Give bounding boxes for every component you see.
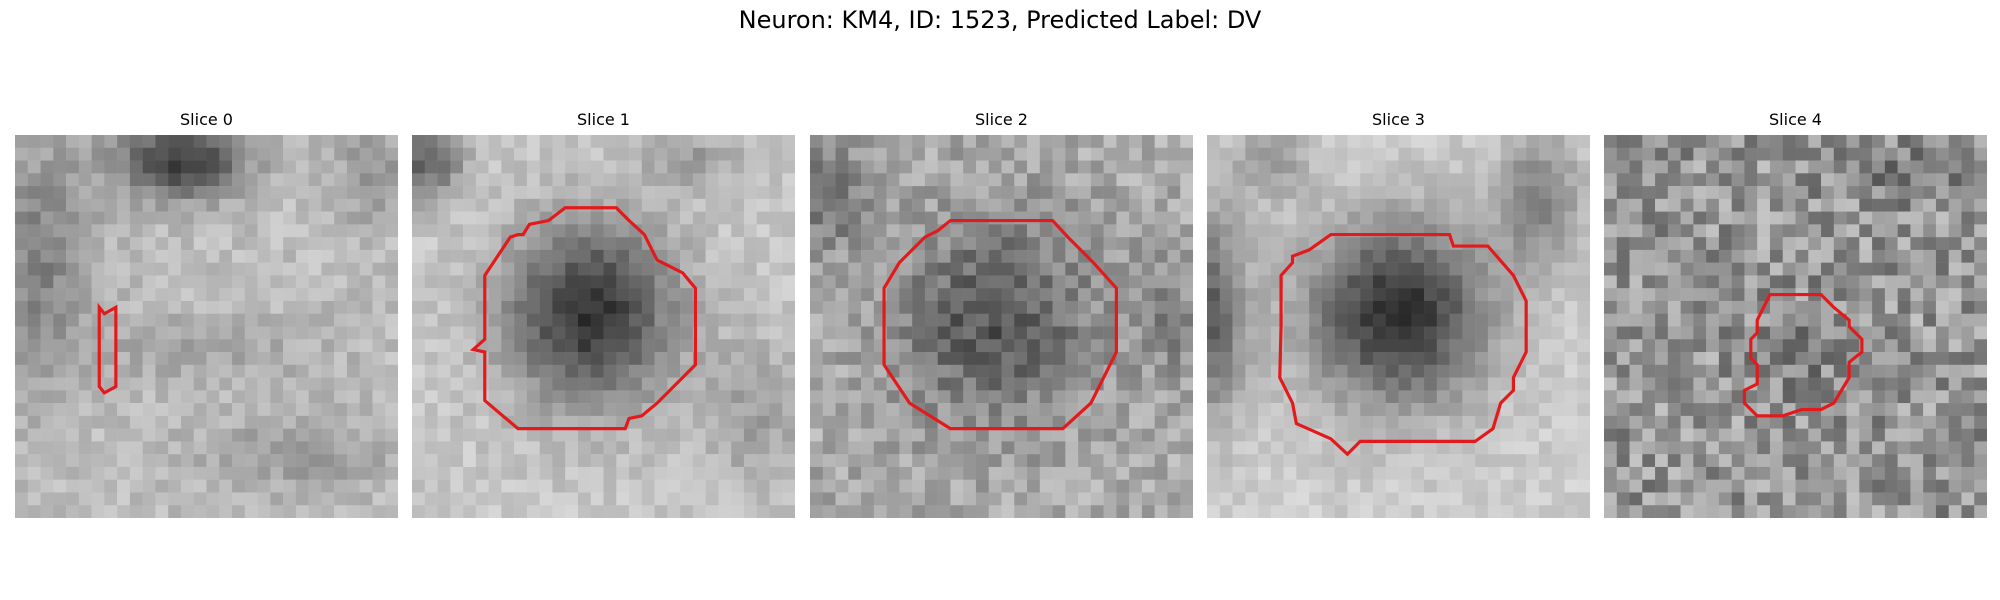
slice-image-4 [1604,135,1987,518]
grayscale-pixels-2 [810,135,1193,518]
slice-title-4: Slice 4 [1769,110,1822,129]
slice-title-3: Slice 3 [1372,110,1425,129]
slice-image-1 [412,135,795,518]
slice-panel-0: Slice 0 [15,108,398,518]
roi-contour-0 [97,302,118,395]
slice-panel-3: Slice 3 [1207,108,1590,518]
slice-panel-2: Slice 2 [810,108,1193,518]
roi-contour-1 [469,206,698,431]
roi-contour-2 [882,218,1118,431]
grayscale-pixels-3 [1207,135,1590,518]
figure-title: Neuron: KM4, ID: 1523, Predicted Label: … [738,6,1262,34]
slice-title-1: Slice 1 [577,110,630,129]
slice-title-2: Slice 2 [975,110,1028,129]
slice-image-2 [810,135,1193,518]
grayscale-pixels-0 [15,135,398,518]
grayscale-pixels-4 [1604,135,1987,518]
slice-panel-4: Slice 4 [1604,108,1987,518]
roi-contour-3 [1278,232,1528,457]
slice-image-0 [15,135,398,518]
slice-title-0: Slice 0 [180,110,233,129]
roi-contour-4 [1742,292,1864,418]
slice-panel-1: Slice 1 [412,108,795,518]
grayscale-pixels-1 [412,135,795,518]
slice-image-3 [1207,135,1590,518]
